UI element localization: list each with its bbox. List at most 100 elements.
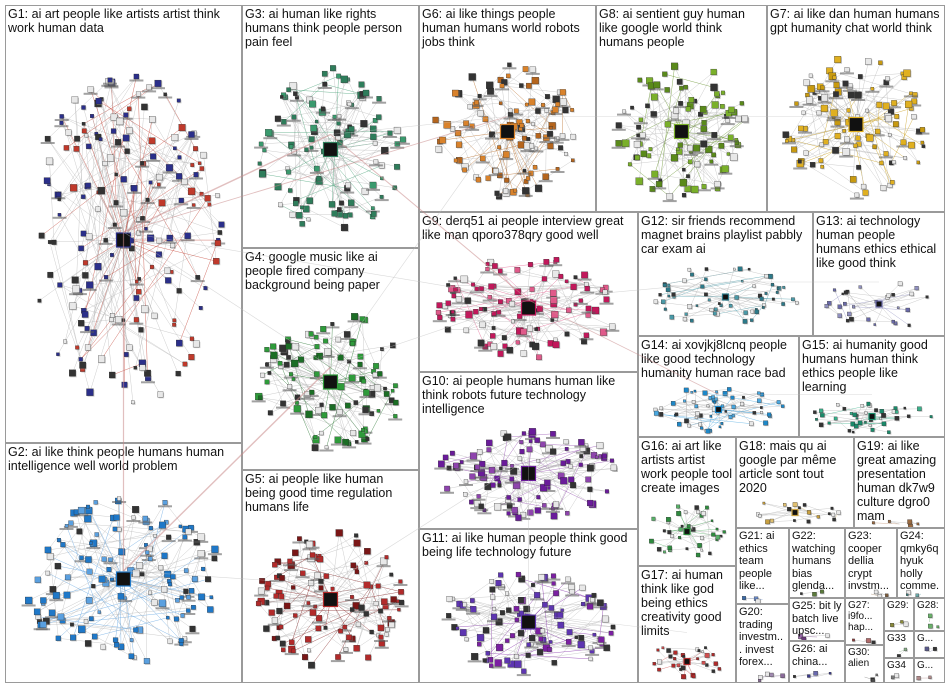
node-label-mark [448, 280, 463, 283]
network-node [498, 299, 503, 305]
network-edge [288, 89, 379, 118]
network-node [733, 267, 736, 271]
network-edge [123, 578, 193, 630]
network-node [106, 567, 112, 572]
network-node [149, 264, 154, 269]
network-edge [463, 621, 500, 633]
node-label-mark [49, 599, 64, 602]
network-edge [829, 293, 843, 304]
network-node [81, 122, 86, 126]
network-edge [691, 274, 764, 308]
network-node [308, 136, 315, 143]
network-node [727, 134, 734, 141]
network-edge [681, 131, 731, 138]
node-label-mark [332, 415, 347, 418]
network-node [291, 377, 296, 381]
network-edge [819, 86, 893, 183]
network-node [752, 284, 756, 288]
network-node [161, 552, 168, 559]
network-node [150, 153, 157, 160]
network-edge [860, 422, 885, 425]
network-node [486, 439, 493, 447]
network-node [688, 97, 695, 103]
network-node [798, 125, 804, 132]
network-node [586, 464, 594, 472]
network-node [885, 115, 892, 123]
network-node [534, 327, 538, 331]
network-node [199, 166, 205, 171]
network-node [185, 528, 192, 535]
network-edge [715, 398, 734, 408]
network-node [519, 123, 525, 128]
network-node [565, 639, 572, 645]
network-edge [715, 309, 752, 321]
node-label-mark [52, 216, 67, 219]
node-label-mark [509, 113, 524, 116]
network-node [182, 361, 188, 367]
network-node [179, 642, 184, 646]
network-edge [66, 525, 100, 613]
network-node [45, 157, 54, 165]
network-node [578, 439, 585, 446]
node-label-mark [827, 116, 842, 119]
network-node [389, 572, 394, 577]
network-node [857, 74, 863, 79]
network-node [197, 550, 205, 558]
network-node [513, 606, 520, 612]
network-node [795, 300, 799, 305]
network-edge [589, 466, 593, 504]
network-node [870, 427, 875, 432]
node-label-mark [155, 607, 170, 610]
network-node [320, 106, 326, 112]
network-node [531, 77, 539, 85]
network-node [57, 613, 65, 621]
network-node [291, 359, 299, 368]
node-label-mark [482, 299, 497, 302]
node-label-mark [541, 452, 556, 455]
network-edge [651, 534, 714, 542]
network-node [622, 109, 626, 114]
node-label-mark [185, 632, 200, 635]
network-node [694, 416, 698, 419]
network-node [791, 146, 798, 153]
network-node [432, 116, 439, 124]
network-node [51, 239, 57, 245]
node-label-mark [354, 611, 369, 613]
network-node [369, 385, 375, 390]
network-node [676, 78, 683, 85]
network-edge [618, 125, 682, 132]
network-node [68, 520, 74, 526]
network-edge [47, 79, 111, 139]
network-node [126, 344, 133, 351]
network-edge [506, 593, 510, 611]
node-label-mark [305, 557, 320, 560]
node-label-mark [181, 613, 196, 615]
node-label-mark [301, 605, 316, 608]
network-node [167, 638, 173, 644]
network-node [705, 145, 713, 153]
network-node [858, 285, 862, 289]
group-g12-hub-node [721, 293, 730, 301]
network-node [274, 115, 281, 122]
network-node [911, 114, 917, 120]
node-label-mark [287, 154, 302, 157]
network-node [313, 355, 318, 360]
network-node [115, 139, 122, 146]
network-node [82, 260, 88, 266]
network-node [506, 346, 514, 354]
network-node [552, 341, 560, 349]
network-node [355, 621, 361, 627]
network-node [213, 258, 220, 265]
network-edge [870, 416, 909, 426]
network-edge [83, 123, 124, 241]
node-label-mark [186, 207, 201, 209]
network-node [172, 322, 177, 327]
network-node [526, 642, 531, 647]
network-node [478, 503, 484, 509]
network-node [870, 87, 875, 91]
network-node [255, 600, 262, 607]
network-node [775, 290, 779, 294]
network-node [191, 576, 198, 582]
network-edge [837, 404, 873, 417]
network-node [621, 139, 630, 147]
